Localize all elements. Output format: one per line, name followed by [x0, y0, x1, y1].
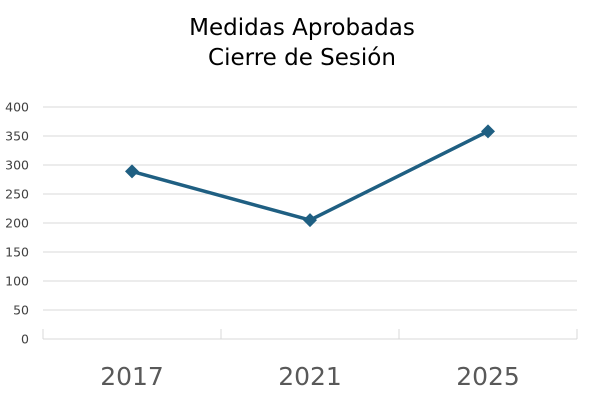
data-point-2021 — [303, 213, 317, 228]
gridlines — [43, 106, 577, 311]
data-point-2025 — [481, 124, 495, 139]
x-axis — [42, 329, 578, 340]
x-tick-label-2017: 2017 — [100, 362, 164, 391]
x-axis-tick-labels: 2017 2021 2025 — [100, 362, 520, 391]
y-tick-label-50: 50 — [13, 303, 29, 318]
y-axis-tick-labels: 0 50 100 150 200 250 300 350 400 — [5, 100, 29, 347]
y-tick-label-350: 350 — [5, 129, 29, 144]
chart-title-line-1: Medidas Aprobadas — [189, 15, 415, 41]
y-tick-label-100: 100 — [5, 274, 29, 289]
x-tick-label-2021: 2021 — [278, 362, 342, 391]
y-tick-label-400: 400 — [5, 100, 29, 115]
series-line-0 — [130, 129, 490, 222]
y-tick-label-0: 0 — [21, 332, 29, 347]
series-layer — [125, 124, 495, 228]
chart-title-line-2: Cierre de Sesión — [208, 45, 396, 71]
y-tick-label-250: 250 — [5, 187, 29, 202]
y-tick-label-300: 300 — [5, 158, 29, 173]
y-tick-label-200: 200 — [5, 216, 29, 231]
data-point-2017 — [125, 164, 139, 179]
x-tick-label-2025: 2025 — [456, 362, 520, 391]
y-tick-label-150: 150 — [5, 245, 29, 260]
